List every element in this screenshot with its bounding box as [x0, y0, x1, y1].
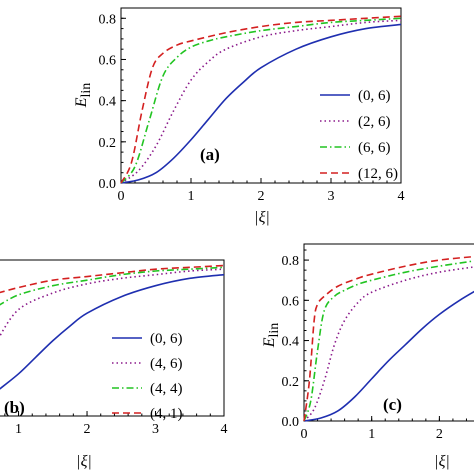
y-tick-label: 0.6 — [99, 53, 117, 68]
y-tick-label: 0.6 — [282, 294, 300, 309]
panel-c: 0 1 2 0.0 0.2 0.4 0.6 0.8 (c) |ξ| Elin — [261, 243, 474, 470]
y-tick-label: 0.4 — [99, 95, 117, 110]
panel-a-label: (a) — [200, 145, 220, 164]
y-tick-label: 0.8 — [282, 254, 300, 269]
panel-c-plot-frame — [303, 243, 474, 422]
x-tick-label: 1 — [15, 422, 22, 437]
series-line-a-2 — [120, 17, 402, 184]
y-tick-label: 0.4 — [282, 335, 300, 350]
panel-b-label: (b) — [4, 398, 25, 417]
series-line-c-1 — [303, 266, 474, 422]
y-tick-label: 0.2 — [282, 375, 300, 390]
panel-a-legend: (0, 6) (2, 6) (6, 6) (12, 6) — [320, 88, 398, 182]
series-line-c-3 — [303, 255, 474, 422]
panel-c-ylabel-sub: lin — [267, 323, 282, 338]
legend-entry: (0, 6) — [150, 331, 183, 347]
series-line-b-1 — [0, 268, 225, 338]
panel-a-xlabel: |ξ| — [254, 209, 270, 226]
panel-a-ylabel-sub: lin — [79, 83, 94, 98]
x-tick-label: 4 — [221, 422, 228, 437]
legend-entry: (2, 6) — [358, 114, 391, 130]
x-tick-label: 1 — [368, 427, 375, 442]
panel-b-curves — [0, 264, 225, 390]
x-tick-label: 2 — [258, 189, 265, 204]
series-line-c-0 — [303, 290, 474, 422]
panel-c-xlabel: |ξ| — [434, 453, 450, 470]
legend-entry: (12, 6) — [358, 166, 398, 182]
y-tick-label: 0.0 — [282, 415, 300, 430]
panel-a-curves — [120, 15, 402, 184]
legend-entry: (6, 6) — [358, 140, 391, 156]
panel-a-ylabel: Elin — [73, 83, 94, 109]
series-line-b-2 — [0, 266, 225, 306]
panel-c-curves — [303, 255, 474, 422]
panel-b-plot-frame — [0, 259, 225, 417]
legend-entry: (0, 6) — [358, 88, 391, 104]
x-tick-label: 2 — [84, 422, 91, 437]
panel-a-ticks: 0 1 2 3 4 0.0 0.2 0.4 0.6 0.8 — [99, 7, 405, 204]
y-tick-label: 0.0 — [99, 177, 117, 192]
panel-b-ticks: 1 2 3 4 — [4, 411, 228, 437]
x-tick-label: 0 — [301, 427, 308, 442]
x-tick-label: 0 — [118, 189, 125, 204]
legend-entry: (4, 4) — [150, 381, 183, 397]
series-line-a-1 — [120, 19, 402, 184]
panel-a: 0 1 2 3 40.00.20.40.60.8 (0, 6)(2, 6)(6, 6)(… — [73, 7, 405, 226]
series-line-b-0 — [0, 273, 225, 390]
x-tick-label: 3 — [152, 422, 159, 437]
x-tick-label: 4 — [398, 189, 405, 204]
y-tick-label: 0.8 — [99, 12, 117, 27]
panel-c-ylabel: Elin — [261, 323, 282, 349]
panel-b: 1 2 3 4 (0, 6) (4, 6) (4, 4) (4, 1) (b) |ξ| — [0, 259, 228, 470]
series-line-b-3 — [0, 264, 225, 294]
x-tick-label: 2 — [436, 427, 443, 442]
x-tick-label: 1 — [188, 189, 195, 204]
panel-c-label: (c) — [383, 395, 402, 414]
series-line-a-0 — [120, 23, 402, 184]
y-tick-label: 0.2 — [99, 136, 117, 151]
panel-b-legend: (0, 6) (4, 6) (4, 4) (4, 1) — [112, 331, 183, 422]
series-line-a-3 — [120, 15, 402, 184]
panel-c-ylabel-main: E — [261, 337, 278, 348]
panel-a-ylabel-main: E — [73, 97, 90, 108]
legend-entry: (4, 6) — [150, 356, 183, 372]
panel-c-ticks: 0 1 2 0.0 0.2 0.4 0.6 0.8 — [282, 249, 467, 442]
panel-b-xlabel: |ξ| — [76, 453, 92, 470]
legend-entry: (4, 1) — [150, 406, 183, 422]
x-tick-label: 3 — [328, 189, 335, 204]
